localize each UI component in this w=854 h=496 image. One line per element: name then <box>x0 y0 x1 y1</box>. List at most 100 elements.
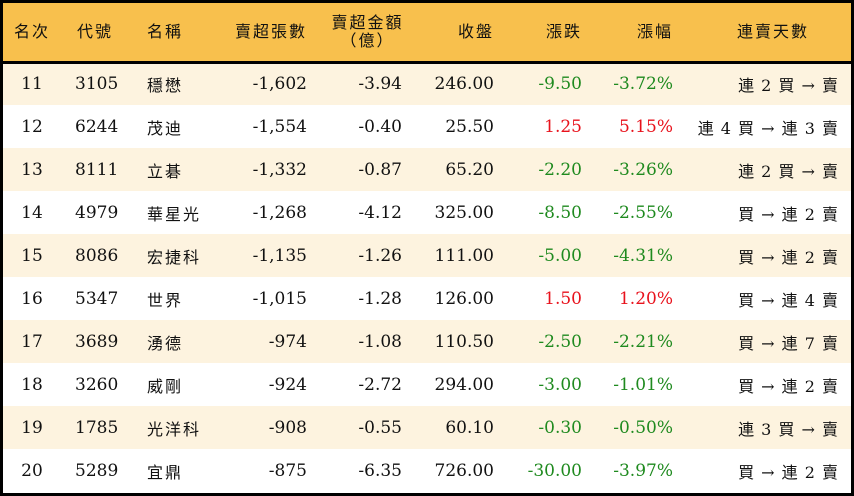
change-cell: -9.50 <box>538 74 582 95</box>
table-row: 16 5347 世界 -1,015 -1.28 126.00 1.50 1.20… <box>3 277 851 320</box>
change-pct-cell: -2.55% <box>613 202 673 223</box>
header-name: 名稱 <box>147 21 184 41</box>
change-cell: -8.50 <box>538 202 582 223</box>
code-cell: 5347 <box>75 288 119 309</box>
code-cell: 4979 <box>75 202 119 223</box>
close-cell: 65.20 <box>445 159 494 180</box>
streak-cell: 買 → 連 2 賣 <box>738 204 839 224</box>
close-cell: 246.00 <box>434 74 494 95</box>
net-sell-lots-cell: -1,554 <box>252 116 307 137</box>
streak-cell: 連 2 買 → 賣 <box>738 76 839 96</box>
table-row: 19 1785 光洋科 -908 -0.55 60.10 -0.30 -0.50… <box>3 406 851 449</box>
streak-cell: 買 → 連 4 賣 <box>738 290 839 310</box>
close-cell: 325.00 <box>434 202 494 223</box>
code-cell: 6244 <box>75 116 119 137</box>
rank-cell: 17 <box>21 331 43 352</box>
close-cell: 110.50 <box>434 331 494 352</box>
name-cell: 立碁 <box>147 161 184 181</box>
name-cell: 穩懋 <box>147 76 184 96</box>
change-cell: -0.30 <box>538 417 582 438</box>
header-change-pct: 漲幅 <box>636 21 673 41</box>
name-cell: 宏捷科 <box>147 247 202 267</box>
close-cell: 111.00 <box>434 245 494 266</box>
net-sell-lots-cell: -1,332 <box>252 159 307 180</box>
rank-cell: 16 <box>21 288 43 309</box>
header-close: 收盤 <box>457 21 494 41</box>
change-pct-cell: -0.50% <box>613 417 673 438</box>
header-change: 漲跌 <box>545 21 582 41</box>
change-cell: -5.00 <box>538 245 582 266</box>
net-sell-amount-cell: -1.08 <box>358 331 402 352</box>
change-pct-cell: -1.01% <box>613 374 673 395</box>
name-cell: 光洋科 <box>147 419 202 439</box>
net-sell-amount-cell: -3.94 <box>358 74 402 95</box>
streak-cell: 連 2 買 → 賣 <box>738 161 839 181</box>
rank-cell: 18 <box>21 374 43 395</box>
name-cell: 威剛 <box>147 376 184 396</box>
net-sell-lots-cell: -1,135 <box>252 245 307 266</box>
header-net-sell-amount-line2: （億） <box>340 30 395 50</box>
rank-cell: 14 <box>21 202 43 223</box>
close-cell: 25.50 <box>445 116 494 137</box>
change-pct-cell: -3.26% <box>613 159 673 180</box>
net-sell-lots-cell: -1,268 <box>252 202 307 223</box>
streak-cell: 買 → 連 2 賣 <box>738 376 839 396</box>
header-net-sell-amount-line1: 賣超金額 <box>331 12 404 32</box>
table-row: 14 4979 華星光 -1,268 -4.12 325.00 -8.50 -2… <box>3 191 851 234</box>
code-cell: 8111 <box>75 159 119 180</box>
close-cell: 126.00 <box>434 288 494 309</box>
streak-cell: 買 → 連 2 賣 <box>738 462 839 482</box>
net-sell-amount-cell: -1.28 <box>358 288 402 309</box>
rank-cell: 20 <box>21 460 43 481</box>
change-cell: -30.00 <box>527 460 582 481</box>
name-cell: 華星光 <box>147 204 202 224</box>
net-sell-lots-cell: -924 <box>268 374 307 395</box>
change-pct-cell: -2.21% <box>613 331 673 352</box>
rank-cell: 19 <box>21 417 43 438</box>
change-pct-cell: 1.20% <box>618 288 673 309</box>
table-row: 11 3105 穩懋 -1,602 -3.94 246.00 -9.50 -3.… <box>3 62 851 105</box>
net-sell-amount-cell: -2.72 <box>358 374 402 395</box>
net-sell-lots-cell: -1,015 <box>252 288 307 309</box>
close-cell: 294.00 <box>434 374 494 395</box>
code-cell: 3260 <box>75 374 119 395</box>
name-cell: 湧德 <box>147 333 184 353</box>
name-cell: 茂迪 <box>147 118 184 138</box>
net-sell-lots-cell: -1,602 <box>252 74 307 95</box>
header-net-sell-amount: 賣超金額 （億） <box>309 3 404 62</box>
name-cell: 宜鼎 <box>147 462 184 482</box>
code-cell: 5289 <box>75 460 119 481</box>
rank-cell: 11 <box>21 74 43 95</box>
change-cell: -2.20 <box>538 159 582 180</box>
table-row: 12 6244 茂迪 -1,554 -0.40 25.50 1.25 5.15%… <box>3 105 851 148</box>
streak-cell: 買 → 連 7 賣 <box>738 333 839 353</box>
change-cell: 1.50 <box>544 288 582 309</box>
net-sell-lots-cell: -875 <box>268 460 307 481</box>
net-sell-amount-cell: -0.40 <box>358 116 402 137</box>
table-row: 13 8111 立碁 -1,332 -0.87 65.20 -2.20 -3.2… <box>3 148 851 191</box>
rank-cell: 15 <box>21 245 43 266</box>
code-cell: 3689 <box>75 331 119 352</box>
table-row: 17 3689 湧德 -974 -1.08 110.50 -2.50 -2.21… <box>3 320 851 363</box>
streak-cell: 連 3 買 → 賣 <box>738 419 839 439</box>
net-sell-amount-cell: -0.87 <box>358 159 402 180</box>
rank-cell: 12 <box>21 116 43 137</box>
table-row: 15 8086 宏捷科 -1,135 -1.26 111.00 -5.00 -4… <box>3 234 851 277</box>
change-cell: 1.25 <box>544 116 582 137</box>
change-cell: -2.50 <box>538 331 582 352</box>
net-sell-amount-cell: -6.35 <box>358 460 402 481</box>
streak-cell: 連 4 買 → 連 3 賣 <box>697 118 839 138</box>
table-header-row: 名次 代號 名稱 賣超張數 賣超金額 （億） 收盤 漲跌 漲幅 連賣天數 <box>3 3 851 62</box>
net-sell-lots-cell: -974 <box>268 331 307 352</box>
net-sell-amount-cell: -0.55 <box>358 417 402 438</box>
header-rank: 名次 <box>13 21 50 41</box>
header-code: 代號 <box>77 21 114 41</box>
table-row: 20 5289 宜鼎 -875 -6.35 726.00 -30.00 -3.9… <box>3 449 851 492</box>
net-sell-lots-cell: -908 <box>268 417 307 438</box>
code-cell: 1785 <box>75 417 119 438</box>
net-sell-amount-cell: -4.12 <box>358 202 402 223</box>
code-cell: 8086 <box>75 245 119 266</box>
close-cell: 726.00 <box>434 460 494 481</box>
change-pct-cell: -3.97% <box>613 460 673 481</box>
